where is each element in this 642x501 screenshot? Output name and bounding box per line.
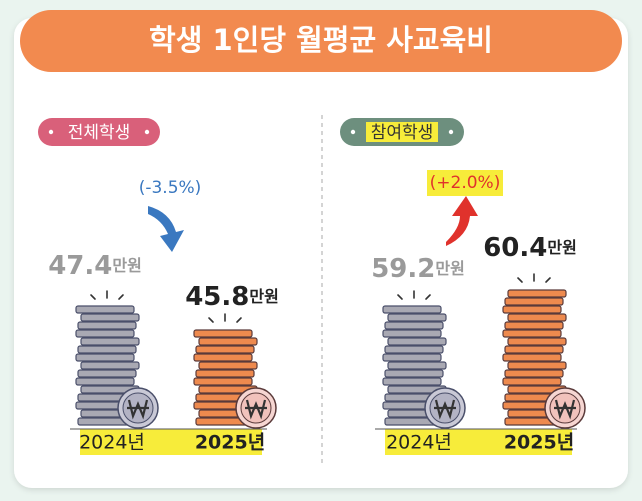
coin [77,345,137,354]
won-symbol [245,399,267,420]
coin [80,313,140,322]
change-label: (-3.5%) [139,178,202,198]
coin [507,361,567,370]
shine [425,294,431,300]
coin [502,353,562,362]
amount-unit: 만원 [547,238,576,257]
coin [387,337,447,346]
coin [80,361,140,370]
dot [448,129,454,135]
coin [193,329,253,338]
amount-label: 60.4만원 [483,233,577,263]
coin [80,337,140,346]
coin [198,361,258,370]
year-label: 2025년 [195,432,265,454]
dot [350,129,356,135]
category-pill [38,118,160,146]
coin [387,313,447,322]
coin [75,353,135,362]
dot [144,129,150,135]
arrow [148,206,184,252]
shine [118,294,124,300]
coin [195,345,255,354]
year-label: 2024년 [79,432,145,454]
coin [504,345,564,354]
shine [545,277,551,283]
coin [75,377,135,386]
category-label: 참여학생 [371,123,434,143]
amount-value: 59.2 [371,254,435,284]
amount-unit: 만원 [112,256,141,275]
coin [195,369,255,378]
category-label: 전체학생 [68,123,131,143]
shine [90,294,96,300]
amount-unit: 만원 [435,259,464,278]
coin [193,377,253,386]
highlight [427,170,503,196]
amount-label: 45.8만원 [185,282,279,312]
amount-value: 60.4 [483,233,547,263]
arrow [446,196,478,246]
amount-label: 59.2만원 [371,254,465,284]
coin [507,313,567,322]
shine [397,294,403,300]
change-label: (+2.0%) [430,173,501,193]
year-bar [80,429,262,455]
coin [384,321,444,330]
title: 학생 1인당 월평균 사교육비 [149,23,493,57]
dot [48,129,54,135]
shine [236,317,242,323]
coin [387,361,447,370]
coin [382,305,442,314]
coin [382,377,442,386]
highlight [366,122,438,142]
year-label: 2024년 [386,432,452,454]
coin [198,337,258,346]
coin [382,353,442,362]
year-label: 2025년 [504,432,574,454]
coin [382,329,442,338]
shine [517,277,523,283]
coin [75,305,135,314]
card [14,18,628,488]
year-bar [385,429,572,455]
amount-unit: 만원 [249,287,278,306]
coin [504,321,564,330]
coin [384,369,444,378]
won-symbol [127,399,149,420]
coin [504,369,564,378]
coin [507,337,567,346]
coin [504,297,564,306]
coin [75,329,135,338]
title-pill [20,10,622,72]
coin [384,345,444,354]
coin [193,353,253,362]
amount-value: 47.4 [48,251,112,281]
coin [507,289,567,298]
amount-value: 45.8 [185,282,249,312]
coin [502,377,562,386]
coin [77,369,137,378]
coin [502,329,562,338]
amount-label: 47.4만원 [48,251,142,281]
coin [502,305,562,314]
won-symbol [434,399,456,420]
coin [77,321,137,330]
won-symbol [554,399,576,420]
shine [208,317,214,323]
